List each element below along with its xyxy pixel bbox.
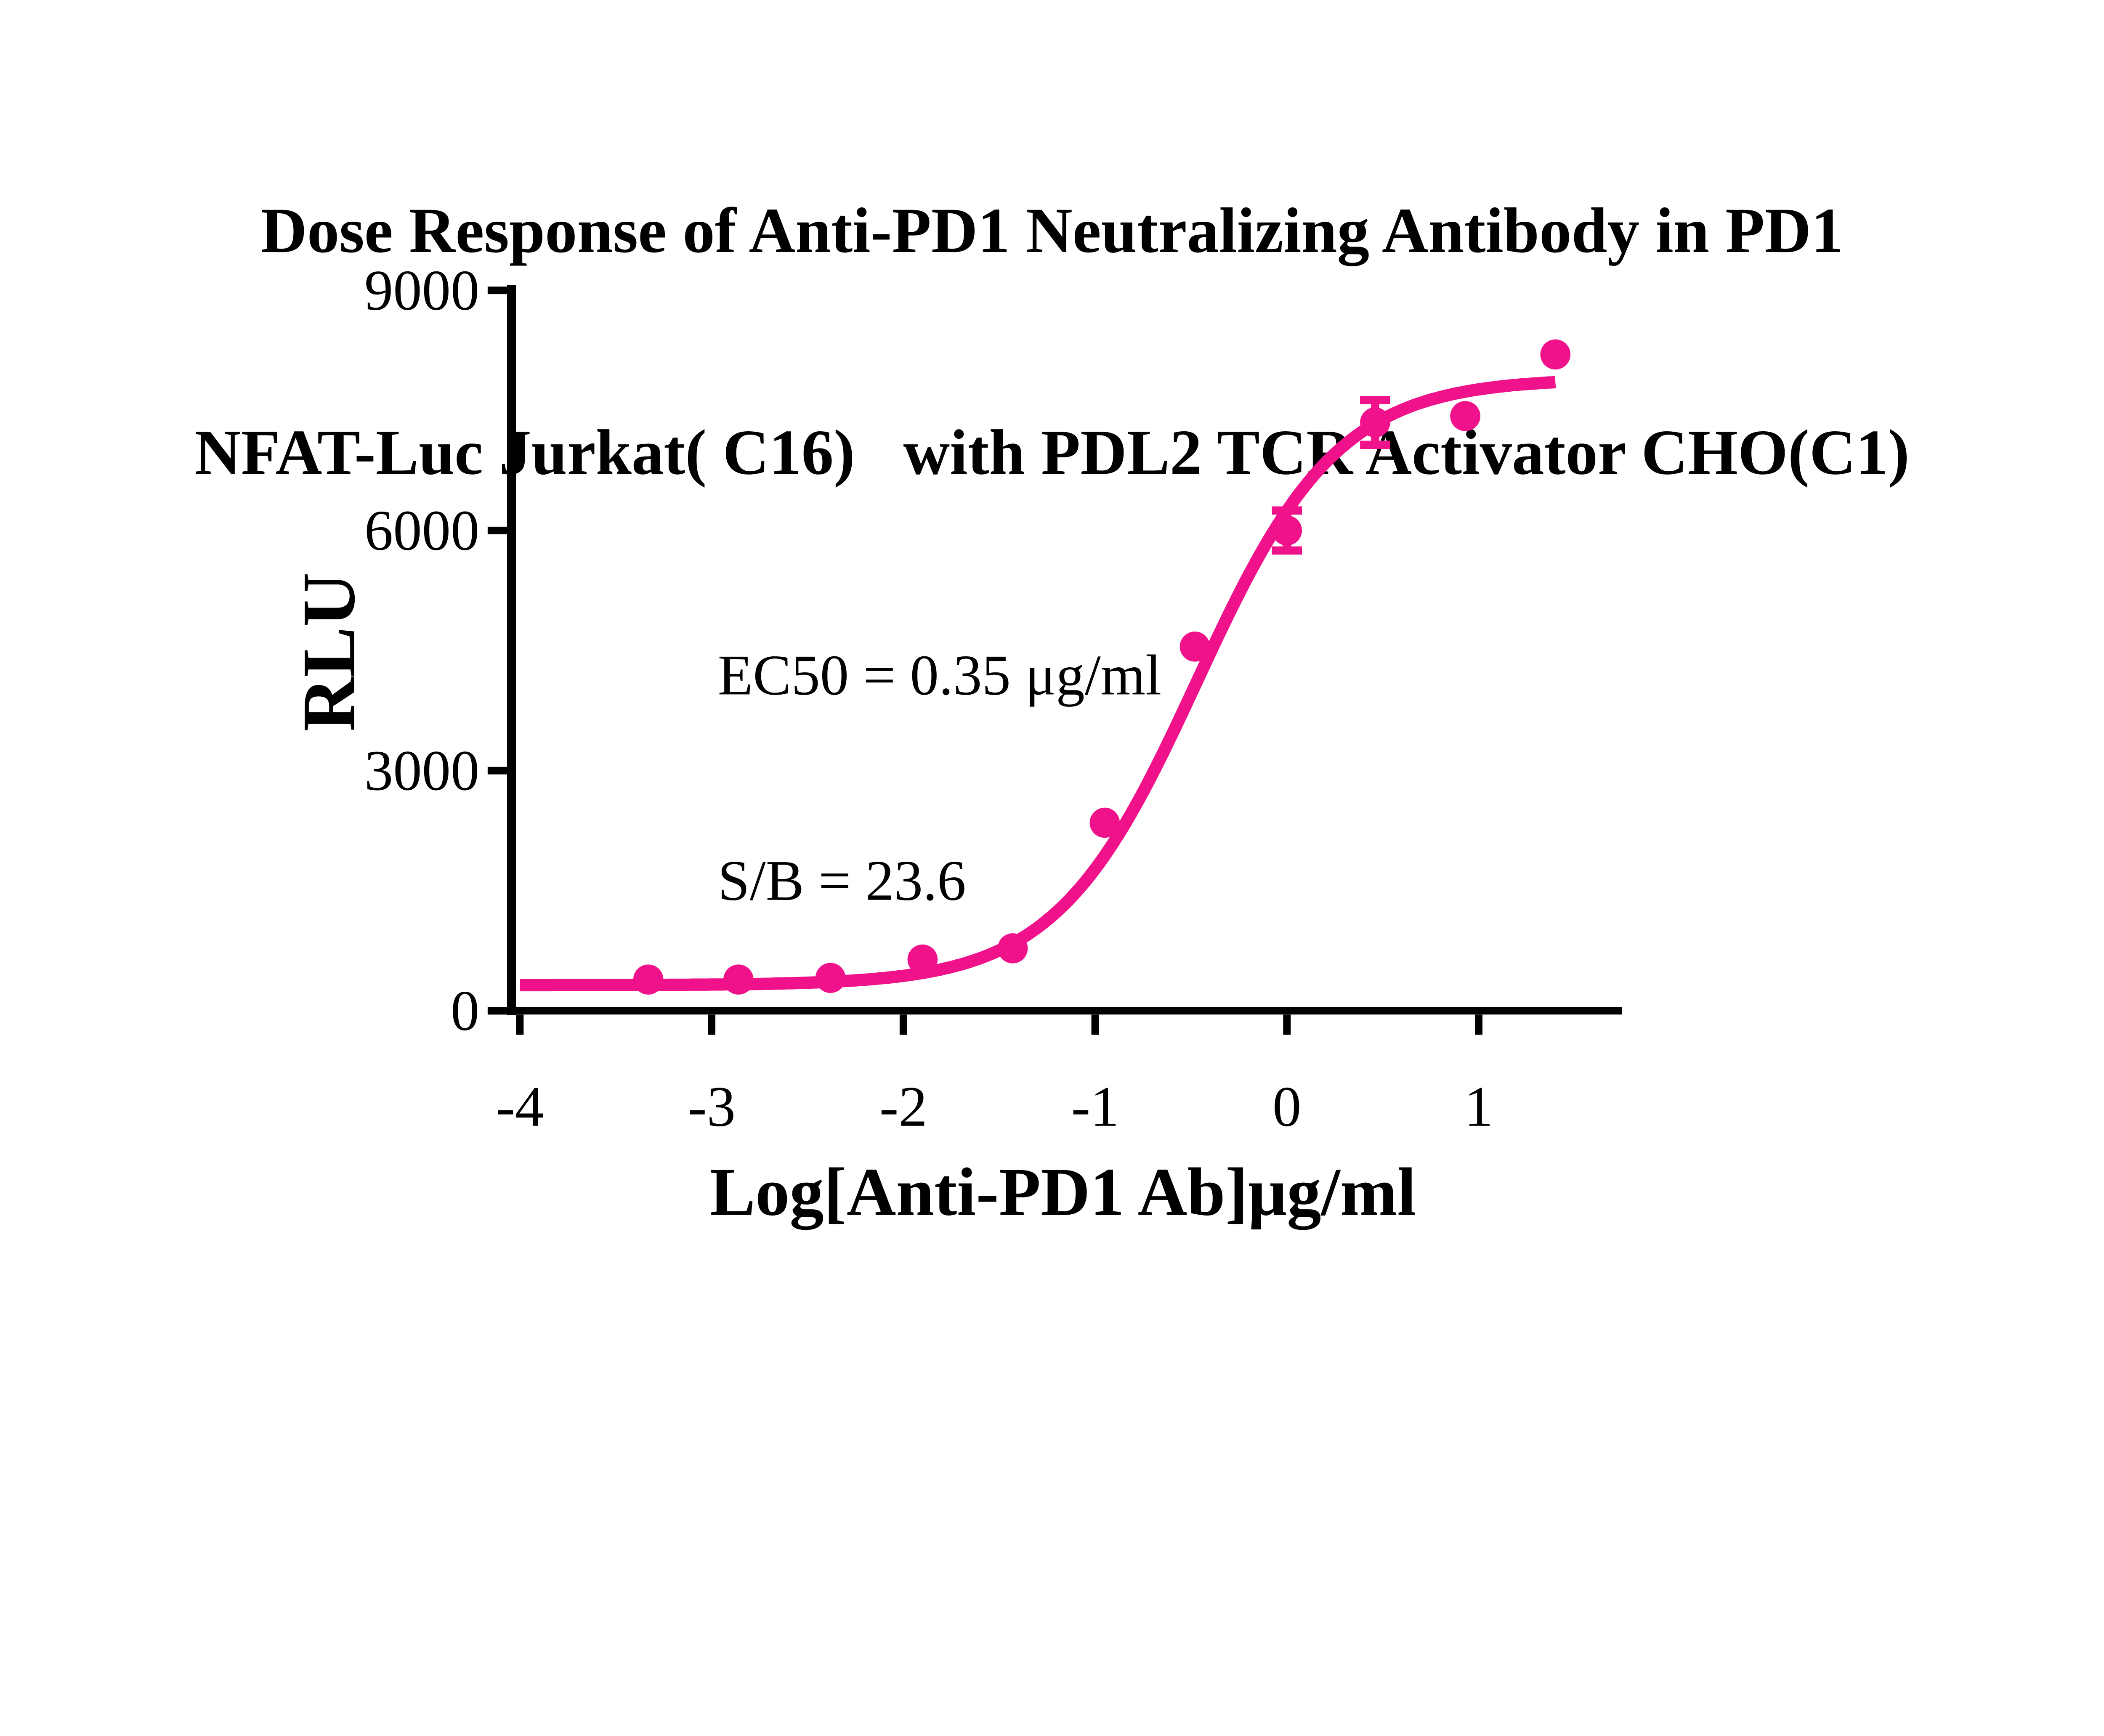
data-point (1089, 807, 1120, 838)
data-point (723, 964, 754, 995)
data-point (1360, 407, 1390, 438)
y-tick-label: 6000 (364, 498, 479, 562)
x-tick-label: 0 (1272, 1075, 1301, 1139)
data-points (633, 339, 1571, 995)
data-point (997, 933, 1028, 964)
signal-background-text: S/B = 23.6 (717, 850, 966, 914)
dose-response-figure: Dose Response of Anti-PD1 Neutralizing A… (0, 47, 2104, 1230)
y-tick-label: 0 (451, 979, 479, 1043)
data-point (633, 964, 664, 995)
data-point (1272, 515, 1302, 546)
x-tick-label: -3 (688, 1075, 736, 1139)
x-axis-ticks (516, 1014, 1482, 1035)
y-axis-ticks (487, 287, 507, 1015)
y-tick-label: 3000 (364, 738, 479, 802)
x-axis-tick-labels: -4 -3 -2 -1 0 1 (496, 1075, 1493, 1139)
y-tick-label: 9000 (364, 258, 479, 322)
chart-title-line1: Dose Response of Anti-PD1 Neutralizing A… (260, 196, 1844, 267)
x-tick-label: 1 (1464, 1075, 1493, 1139)
ec50-value-text: EC50 = 0.35 μg/ml (717, 645, 1162, 708)
plot-area: 0 3000 6000 9000 -4 -3 -2 -1 0 1 (364, 258, 1622, 1139)
x-tick-label: -1 (1071, 1075, 1119, 1139)
chart-title: Dose Response of Anti-PD1 Neutralizing A… (0, 47, 2104, 638)
data-point (1540, 339, 1571, 370)
chart-title-line2: NFAT-Luc Jurkat( C16) with PDL2 TCR Acti… (194, 417, 1910, 489)
data-point (1450, 401, 1480, 431)
data-point (907, 944, 938, 975)
fit-annotation: EC50 = 0.35 μg/ml S/B = 23.6 (718, 505, 1161, 1053)
data-point (815, 963, 846, 993)
x-tick-label: -4 (496, 1075, 544, 1139)
x-axis-label: Log[Anti-PD1 Ab]μg/ml (709, 1153, 1416, 1230)
x-tick-label: -2 (879, 1075, 927, 1139)
data-point (1180, 631, 1210, 662)
y-axis-tick-labels: 0 3000 6000 9000 (364, 258, 479, 1043)
